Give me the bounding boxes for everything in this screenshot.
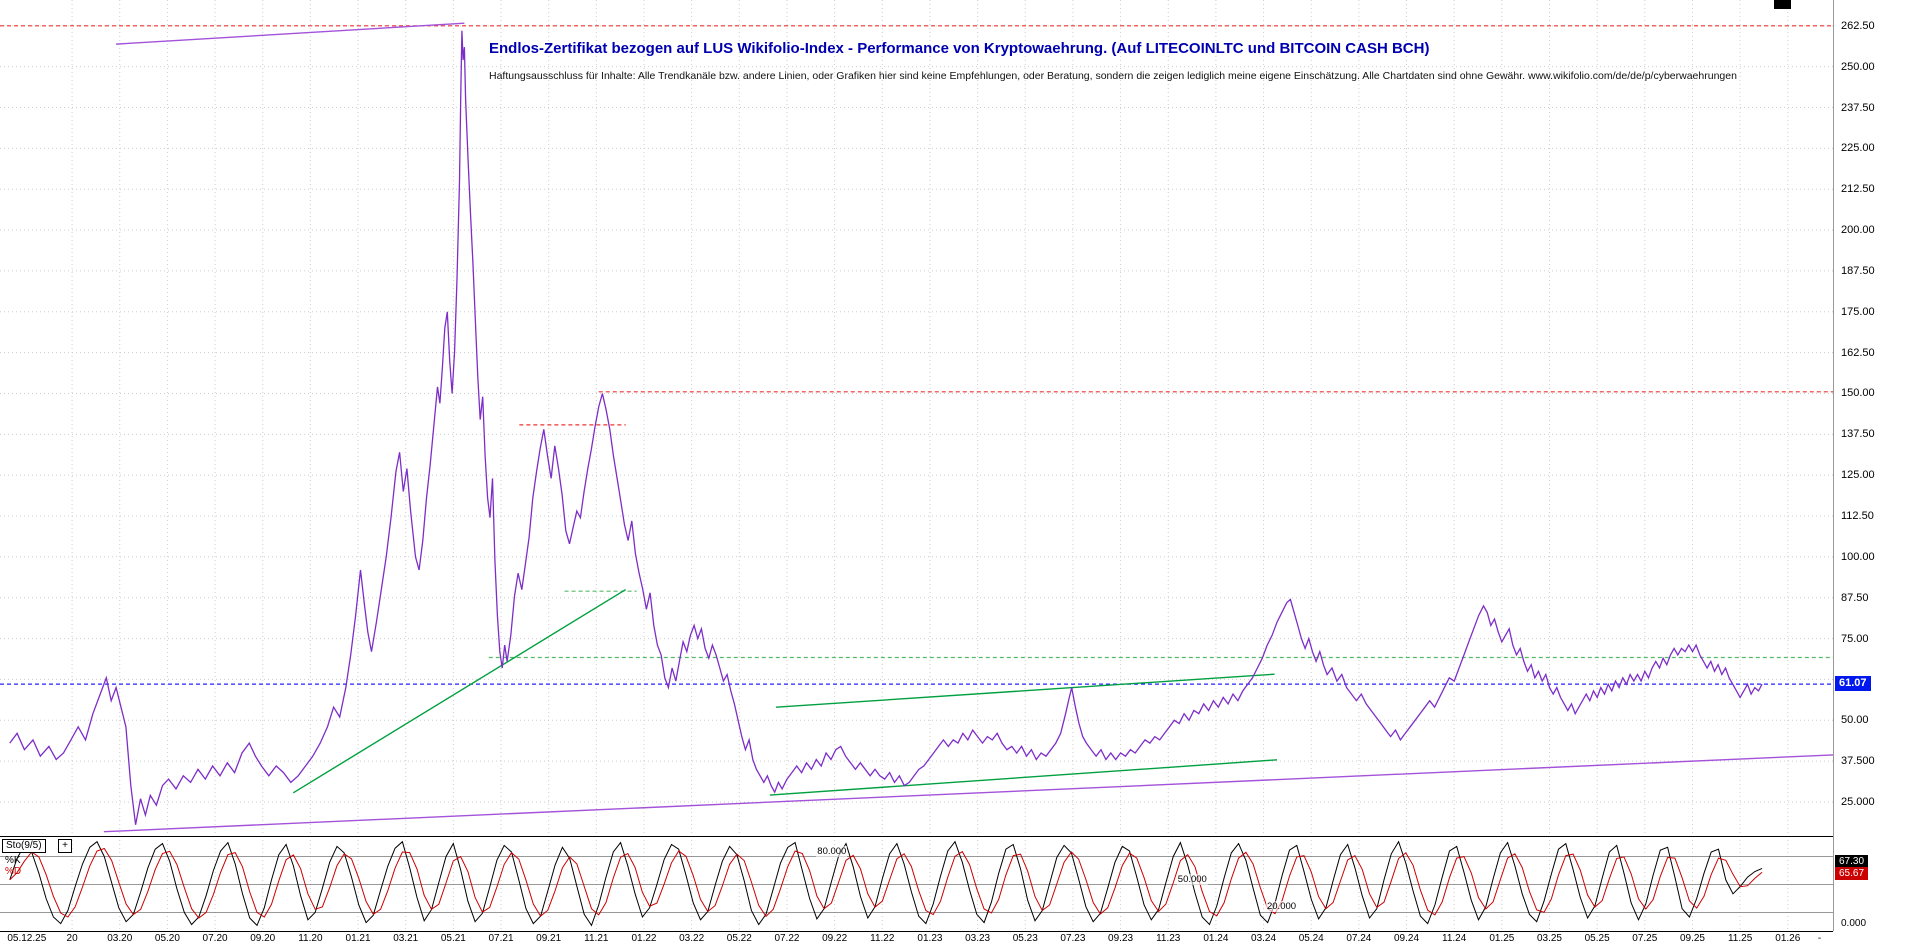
top-right-marker	[1774, 0, 1791, 9]
x-axis-label: 07.21	[488, 933, 514, 944]
x-axis-label: 09.22	[822, 933, 848, 944]
x-axis-label: 11.21	[584, 933, 609, 944]
x-axis-label: 01.23	[917, 933, 943, 944]
x-axis-label: 03.25	[1536, 933, 1562, 944]
x-axis-label: 01.25	[1489, 933, 1515, 944]
x-axis-label: 01.21	[345, 933, 371, 944]
stochastic-level-label: 80.000	[816, 845, 848, 857]
x-axis-label: 11.23	[1156, 933, 1181, 944]
chart-disclaimer: Haftungsausschluss für Inhalte: Alle Tre…	[489, 70, 1737, 82]
stochastic-level-label: 20.000	[1265, 901, 1298, 913]
x-axis-label: 11.22	[870, 933, 895, 944]
x-axis-label: 07.20	[202, 933, 228, 944]
stochastic-k-label: %K	[5, 855, 21, 866]
stochastic-d-label: %D	[5, 866, 22, 877]
x-axis-label: 01.22	[631, 933, 657, 944]
y-axis-label: 262.50	[1841, 19, 1875, 32]
x-axis-label: 05.24	[1298, 933, 1324, 944]
x-axis-label: 03.24	[1251, 933, 1277, 944]
x-axis-label: 07.25	[1632, 933, 1658, 944]
x-axis-label: 03.22	[679, 933, 705, 944]
y-axis-label: 175.00	[1841, 305, 1875, 318]
y-axis-label: 137.50	[1841, 428, 1875, 441]
x-axis-label: 05.12.25	[7, 933, 47, 944]
x-axis-label: 03.20	[107, 933, 133, 944]
y-axis-label: 75.00	[1841, 632, 1869, 645]
indicator-expand-button[interactable]: +	[58, 839, 72, 853]
x-axis-label: 05.22	[726, 933, 752, 944]
y-axis-label: 50.00	[1841, 714, 1869, 727]
x-axis-label: 11.25	[1727, 933, 1753, 944]
x-axis-label: 05.23	[1012, 933, 1038, 944]
stochastic-k-value-badge: 67.30	[1835, 855, 1869, 868]
x-axis-label: 01.26	[1775, 933, 1801, 944]
x-axis-label: 05.25	[1584, 933, 1610, 944]
x-axis-label: 03.23	[965, 933, 991, 944]
chart-title: Endlos-Zertifikat bezogen auf LUS Wikifo…	[489, 40, 1430, 57]
time-axis: 05.12.25 20 03.20 05.20 07.20 09.20 11.20 01.21…	[0, 933, 1916, 948]
y-axis-label: 125.00	[1841, 469, 1875, 482]
y-axis-label: 112.50	[1841, 510, 1874, 523]
y-axis-label: 150.00	[1841, 387, 1875, 400]
x-axis-label: 01.24	[1203, 933, 1229, 944]
x-axis-label: 07.22	[774, 933, 800, 944]
y-axis-label: 187.50	[1841, 264, 1875, 277]
stochastic-zero-label: 0.000	[1841, 918, 1867, 929]
x-axis-label: 05.21	[440, 933, 466, 944]
x-axis-label: 03.21	[393, 933, 419, 944]
y-axis-label: 250.00	[1841, 60, 1875, 73]
y-axis-label: 225.00	[1841, 142, 1875, 155]
stochastic-indicator-label[interactable]: Sto(9/5)	[2, 839, 46, 853]
stochastic-level-label: 50.000	[1176, 873, 1208, 885]
y-axis-label: 200.00	[1841, 224, 1875, 237]
x-axis-label: 05.20	[154, 933, 180, 944]
y-axis-label: 100.00	[1841, 550, 1875, 563]
x-axis-label: 11.20	[298, 933, 323, 944]
x-axis-label: 09.21	[536, 933, 562, 944]
current-price-badge: 61.07	[1835, 676, 1871, 692]
y-axis-label: 162.50	[1841, 346, 1875, 359]
stochastic-d-value-badge: 65.67	[1835, 867, 1869, 880]
x-axis-label: 09.23	[1108, 933, 1134, 944]
x-axis-label: 09.24	[1394, 933, 1420, 944]
y-axis-label: 37.500	[1841, 755, 1875, 768]
y-axis-label: 212.50	[1841, 183, 1875, 196]
x-axis-label: 09.20	[250, 933, 276, 944]
x-axis-label: 09.25	[1679, 933, 1705, 944]
y-axis-label: 87.50	[1841, 591, 1869, 604]
x-axis-label: 07.23	[1060, 933, 1086, 944]
y-axis-label: 237.50	[1841, 101, 1875, 114]
x-axis-label: 07.24	[1346, 933, 1372, 944]
x-axis-scroll-dash[interactable]: -	[1817, 933, 1822, 944]
y-axis-label: 25.000	[1841, 795, 1875, 808]
x-axis-label: 20	[66, 933, 78, 944]
x-axis-label: 11.24	[1442, 933, 1467, 944]
